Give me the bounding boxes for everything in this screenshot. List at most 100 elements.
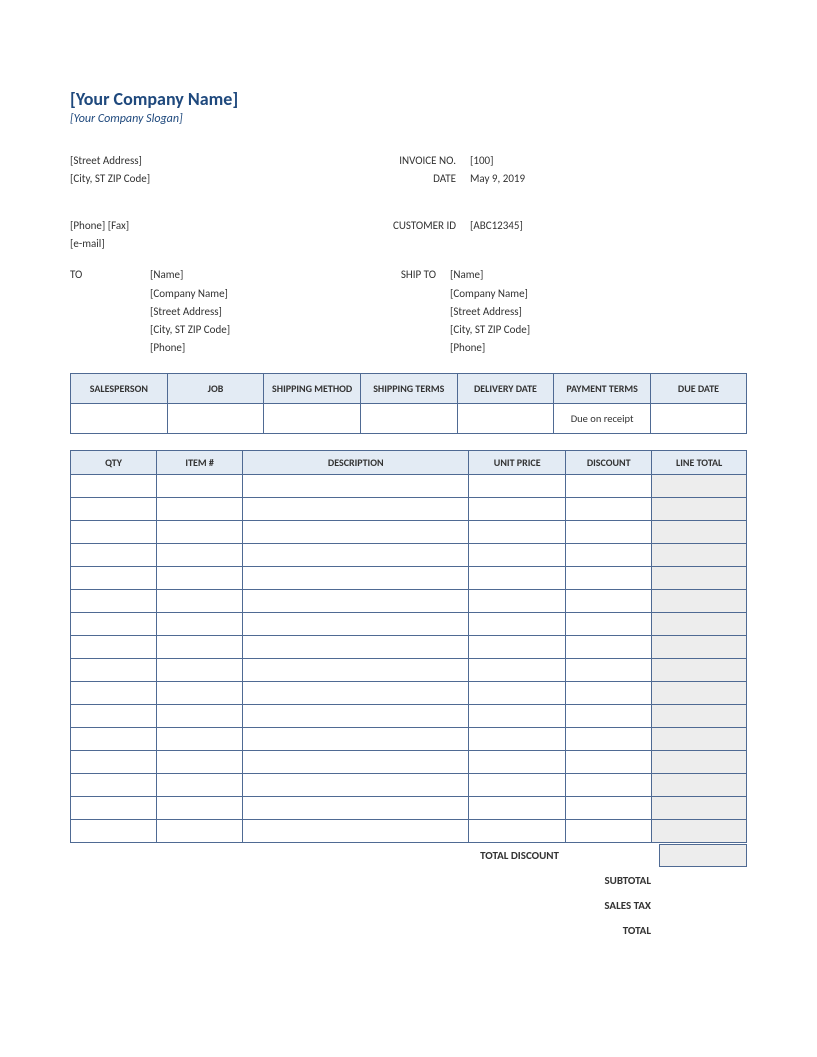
- items-cell: [157, 567, 243, 590]
- items-cell: [71, 751, 157, 774]
- items-row: [71, 544, 747, 567]
- items-cell: [243, 613, 469, 636]
- company-street: [Street Address]: [70, 152, 380, 170]
- items-header: ITEM #: [157, 451, 243, 475]
- items-cell: [71, 613, 157, 636]
- items-row: [71, 705, 747, 728]
- items-cell: [157, 682, 243, 705]
- items-cell: [157, 636, 243, 659]
- items-cell: [469, 774, 566, 797]
- items-row: [71, 521, 747, 544]
- to-street: [Street Address]: [150, 303, 380, 321]
- items-cell: [243, 820, 469, 843]
- items-cell: [243, 475, 469, 498]
- shipto-name: [Name]: [450, 266, 690, 284]
- items-table: QTYITEM #DESCRIPTIONUNIT PRICEDISCOUNTLI…: [70, 450, 747, 843]
- items-cell: [469, 613, 566, 636]
- items-row: [71, 659, 747, 682]
- items-cell: [157, 774, 243, 797]
- items-cell: [566, 544, 652, 567]
- items-cell: [243, 659, 469, 682]
- items-cell: [71, 820, 157, 843]
- items-cell: [243, 682, 469, 705]
- meta-cell: [264, 404, 361, 434]
- shipto-label: SHIP TO: [380, 266, 450, 357]
- items-cell: [469, 705, 566, 728]
- items-cell: [566, 498, 652, 521]
- items-cell: [469, 544, 566, 567]
- items-row: [71, 728, 747, 751]
- items-cell: [469, 820, 566, 843]
- items-cell: [71, 797, 157, 820]
- items-cell: [157, 820, 243, 843]
- company-phone-fax: [Phone] [Fax]: [70, 217, 380, 235]
- items-cell: [71, 498, 157, 521]
- items-cell: [243, 567, 469, 590]
- items-cell: [157, 613, 243, 636]
- items-cell: [652, 682, 747, 705]
- meta-cell: Due on receipt: [554, 404, 651, 434]
- items-cell: [469, 636, 566, 659]
- items-cell: [469, 567, 566, 590]
- meta-table: SALESPERSONJOBSHIPPING METHODSHIPPING TE…: [70, 373, 747, 434]
- salestax-value: [659, 894, 747, 917]
- items-cell: [243, 751, 469, 774]
- items-cell: [652, 728, 747, 751]
- items-cell: [71, 590, 157, 613]
- to-company: [Company Name]: [150, 285, 380, 303]
- items-cell: [652, 797, 747, 820]
- meta-header: DUE DATE: [650, 374, 746, 404]
- items-cell: [652, 544, 747, 567]
- items-row: [71, 498, 747, 521]
- company-slogan: [Your Company Slogan]: [70, 112, 747, 126]
- shipto-street: [Street Address]: [450, 303, 690, 321]
- items-cell: [71, 682, 157, 705]
- address-block: TO [Name] [Company Name] [Street Address…: [70, 266, 747, 357]
- items-cell: [157, 728, 243, 751]
- items-cell: [469, 521, 566, 544]
- items-cell: [652, 820, 747, 843]
- total-value: [659, 919, 747, 942]
- items-cell: [71, 774, 157, 797]
- items-cell: [652, 636, 747, 659]
- items-cell: [469, 682, 566, 705]
- items-cell: [652, 567, 747, 590]
- items-header: DISCOUNT: [566, 451, 652, 475]
- invoice-no-label: INVOICE NO.: [380, 152, 470, 170]
- subtotal-label: SUBTOTAL: [604, 874, 659, 887]
- meta-cell: [457, 404, 554, 434]
- items-cell: [652, 475, 747, 498]
- items-cell: [157, 659, 243, 682]
- invoice-date-value: May 9, 2019: [470, 170, 747, 188]
- items-cell: [566, 567, 652, 590]
- items-cell: [71, 521, 157, 544]
- items-cell: [243, 521, 469, 544]
- header-info: [Street Address] INVOICE NO. [100] [City…: [70, 152, 747, 252]
- to-name: [Name]: [150, 266, 380, 284]
- items-row: [71, 774, 747, 797]
- items-cell: [566, 521, 652, 544]
- items-cell: [243, 498, 469, 521]
- items-cell: [157, 797, 243, 820]
- shipto-address: [Name] [Company Name] [Street Address] […: [450, 266, 690, 357]
- items-row: [71, 797, 747, 820]
- items-row: [71, 820, 747, 843]
- items-cell: [566, 636, 652, 659]
- items-cell: [157, 590, 243, 613]
- items-row: [71, 475, 747, 498]
- meta-header: SHIPPING METHOD: [264, 374, 361, 404]
- items-cell: [71, 705, 157, 728]
- total-discount-label: TOTAL DISCOUNT: [480, 849, 567, 862]
- meta-header: SHIPPING TERMS: [360, 374, 457, 404]
- items-cell: [652, 590, 747, 613]
- invoice-date-label: DATE: [380, 170, 470, 188]
- items-header: QTY: [71, 451, 157, 475]
- items-cell: [157, 751, 243, 774]
- total-label: TOTAL: [623, 924, 659, 937]
- items-cell: [469, 751, 566, 774]
- meta-header: SALESPERSON: [71, 374, 168, 404]
- items-row: [71, 751, 747, 774]
- items-cell: [652, 774, 747, 797]
- items-cell: [652, 613, 747, 636]
- items-cell: [566, 751, 652, 774]
